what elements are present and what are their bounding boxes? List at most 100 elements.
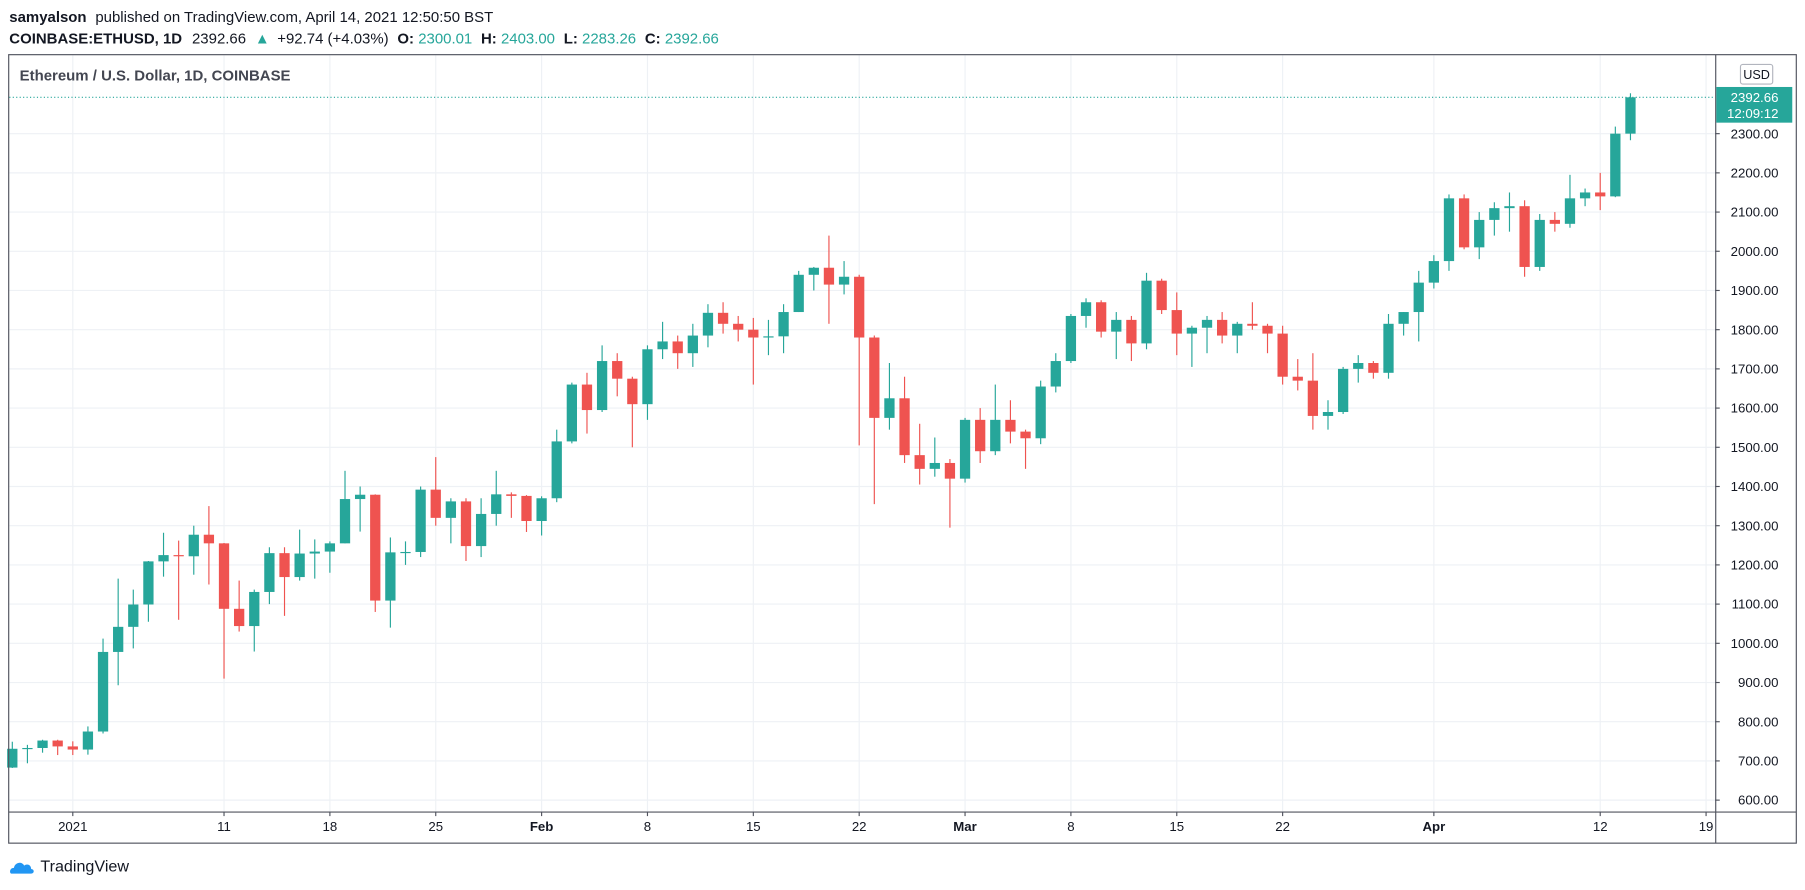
x-tick-label: 19 xyxy=(1699,819,1714,834)
candle-body xyxy=(869,337,880,418)
y-tick-label: 1700.00 xyxy=(1731,361,1779,376)
candle-body xyxy=(1111,319,1122,332)
y-tick-label: 600.00 xyxy=(1738,793,1778,808)
open-value: 2300.01 xyxy=(418,31,472,48)
candle-body xyxy=(97,651,109,732)
candle-body xyxy=(1368,363,1379,373)
candle-body xyxy=(158,555,169,562)
candle-body xyxy=(1277,333,1288,377)
candle-body xyxy=(672,341,683,354)
candle-body xyxy=(521,495,532,521)
countdown: 12:09:12 xyxy=(1727,106,1778,121)
candle-body xyxy=(1307,380,1319,416)
candle-body xyxy=(1564,198,1576,224)
y-tick-label: 900.00 xyxy=(1738,675,1778,690)
candle-body xyxy=(1504,206,1515,209)
candle-body xyxy=(1458,198,1470,248)
candle-body xyxy=(959,419,971,479)
candle-body xyxy=(581,384,593,411)
candle-body xyxy=(808,267,819,275)
candle-body xyxy=(854,276,865,338)
candle-body xyxy=(702,312,714,336)
y-tick-label: 1800.00 xyxy=(1731,322,1779,337)
candle-body xyxy=(7,748,18,768)
candle-body xyxy=(733,323,744,330)
candle-body xyxy=(1398,312,1409,324)
candle-body xyxy=(1096,302,1107,332)
candle-body xyxy=(1186,327,1198,334)
candle-body xyxy=(687,335,698,354)
candle-body xyxy=(491,494,502,514)
low-value: 2283.26 xyxy=(582,31,636,48)
candle-body xyxy=(1625,97,1636,134)
x-tick-label: 22 xyxy=(1275,819,1290,834)
x-tick-label: 8 xyxy=(644,819,651,834)
brand-icon xyxy=(10,862,34,874)
brand-logo xyxy=(10,862,34,874)
open-label: O: xyxy=(397,31,414,48)
candle-body xyxy=(143,561,154,605)
x-tick-label: 2021 xyxy=(58,819,87,834)
candle-body xyxy=(778,312,789,337)
candle-body xyxy=(1141,280,1152,344)
candle-body xyxy=(1247,323,1258,326)
x-tick-label: 8 xyxy=(1067,819,1074,834)
candle-body xyxy=(294,553,305,578)
candle-body xyxy=(1292,376,1303,381)
candle-body xyxy=(1595,192,1606,197)
candle-body xyxy=(1201,319,1213,328)
candle-body xyxy=(566,384,577,442)
y-tick-label: 1200.00 xyxy=(1731,558,1779,573)
y-tick-label: 1500.00 xyxy=(1731,440,1779,455)
candle-body xyxy=(657,341,668,350)
x-tick-label: 15 xyxy=(746,819,761,834)
candle-body xyxy=(324,543,336,552)
candle-body xyxy=(1156,280,1167,311)
candle-body xyxy=(944,462,956,479)
candle-body xyxy=(218,543,230,609)
last-price-label: 2392.66 xyxy=(1731,90,1779,105)
candle-body xyxy=(884,398,895,418)
candle-body xyxy=(249,591,260,627)
candle-body xyxy=(1216,319,1228,336)
y-tick-label: 1900.00 xyxy=(1731,283,1779,298)
candle-body xyxy=(627,378,638,405)
candle-body xyxy=(1322,412,1334,416)
change-arrow: ▲ xyxy=(255,31,270,48)
y-tick-label: 2100.00 xyxy=(1731,205,1779,220)
candle-body xyxy=(823,267,835,285)
candle-body xyxy=(838,276,850,285)
candle-body xyxy=(1534,219,1545,267)
candle-body xyxy=(506,494,517,496)
candle-body xyxy=(536,498,547,521)
y-tick-label: 1300.00 xyxy=(1731,518,1779,533)
x-tick-label: Apr xyxy=(1422,819,1445,834)
candle-body xyxy=(899,398,910,456)
candle-body xyxy=(52,740,63,747)
y-tick-label: 800.00 xyxy=(1738,714,1778,729)
close-label: C: xyxy=(645,31,661,48)
candle-body xyxy=(82,731,94,750)
candle-body xyxy=(929,462,940,469)
high-value: 2403.00 xyxy=(501,31,555,48)
candle-body xyxy=(642,349,653,405)
y-tick-label: 2200.00 xyxy=(1731,165,1779,180)
currency-box xyxy=(1739,63,1774,85)
publish-line: samyalson published on TradingView.com, … xyxy=(9,9,493,26)
high-label: H: xyxy=(481,31,497,48)
x-tick-label: Feb xyxy=(530,819,554,834)
candle-body xyxy=(1171,310,1182,334)
chart-title: Ethereum / U.S. Dollar, 1D, COINBASE xyxy=(20,68,291,85)
candle-body xyxy=(415,489,426,552)
candle-body xyxy=(1610,133,1621,197)
candle-body xyxy=(1413,282,1424,313)
candle-body xyxy=(596,361,608,411)
plot: 600.00 700.00 800.00 900.00 1000.00 1100.00 12… xyxy=(7,55,1778,834)
candle-body xyxy=(67,746,78,750)
candle-body xyxy=(1383,323,1394,373)
candle-body xyxy=(354,494,366,500)
candle-body xyxy=(1519,206,1530,267)
publisher: samyalson xyxy=(9,9,86,26)
